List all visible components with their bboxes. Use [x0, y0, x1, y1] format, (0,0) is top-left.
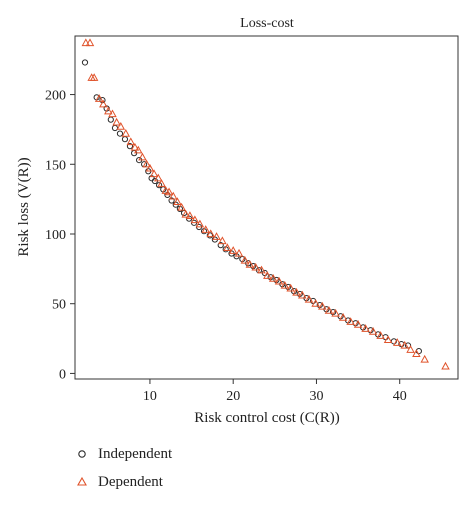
dependent-point: [286, 283, 295, 292]
dependent-point: [142, 159, 151, 168]
independent-point: [155, 182, 163, 189]
dependent-point: [331, 308, 340, 317]
dependent-point: [116, 121, 126, 130]
dependent-point: [169, 191, 178, 200]
x-tick-label: 40: [393, 389, 407, 404]
dependent-point: [324, 306, 334, 314]
independent-point: [126, 143, 134, 150]
x-axis-label: Risk control cost (C(R)): [194, 410, 339, 426]
dependent-point: [130, 142, 140, 151]
dependent-point: [406, 345, 415, 353]
y-axis-label: Risk loss (V(R)): [16, 157, 32, 256]
x-axis: 10 20 30 40: [143, 379, 407, 404]
dependent-point: [218, 236, 227, 245]
dependent-point: [361, 324, 370, 332]
y-axis: 0 50 100 150 200: [45, 89, 75, 382]
dependent-point: [441, 361, 450, 370]
dependent-point: [108, 109, 117, 118]
dependent-point: [280, 280, 290, 289]
dependent-point: [81, 38, 91, 47]
dependent-point: [201, 225, 210, 233]
dependent-point: [195, 219, 205, 228]
dependent-point: [257, 265, 266, 274]
legend-label-dependent: Dependent: [98, 473, 163, 490]
dependent-point: [376, 331, 385, 339]
dependent-point: [263, 271, 272, 279]
y-tick-label: 0: [59, 367, 66, 382]
dependent-point: [223, 243, 232, 252]
x-tick-label: 20: [226, 389, 240, 404]
y-tick-label: 200: [45, 89, 66, 104]
dependent-point: [274, 276, 284, 285]
dependent-point: [245, 260, 255, 268]
independent-point: [107, 116, 114, 123]
independent-point: [116, 130, 124, 137]
dependent-point: [298, 290, 307, 299]
x-tick-label: 30: [309, 389, 323, 404]
dependent-point: [177, 202, 186, 211]
legend: Independent Dependent: [74, 440, 374, 496]
dependent-point: [149, 169, 159, 178]
dependent-point: [304, 294, 314, 303]
dependent-point: [251, 262, 260, 271]
dependent-point: [383, 335, 393, 344]
dependent-point: [185, 211, 195, 219]
dependent-point: [228, 246, 238, 254]
independent-point: [217, 242, 224, 249]
dependent-point: [368, 326, 378, 335]
chart-title: Loss-cost: [240, 16, 294, 31]
dependent-point: [134, 145, 143, 154]
x-tick-label: 10: [143, 389, 157, 404]
dependent-point: [104, 106, 113, 115]
dependent-point: [138, 152, 147, 161]
dependent-point: [311, 299, 320, 307]
triangle-marker-icon: [77, 476, 87, 486]
circle-marker-icon: [78, 450, 86, 458]
dependent-point: [89, 73, 99, 81]
data-points: [81, 38, 450, 370]
dependent-point: [318, 301, 327, 310]
dependent-point: [112, 117, 121, 126]
dependent-point: [392, 338, 402, 346]
dependent-point: [240, 255, 250, 264]
dependent-point: [400, 340, 409, 349]
dependent-point: [161, 186, 170, 194]
dependent-point: [234, 248, 244, 257]
legend-item-dependent: Dependent: [74, 468, 374, 496]
dependent-point: [126, 137, 136, 146]
independent-point: [121, 136, 129, 143]
dependent-point: [212, 232, 221, 240]
y-tick-label: 100: [45, 228, 66, 243]
dependent-point: [420, 354, 429, 363]
legend-label-independent: Independent: [98, 445, 173, 462]
dependent-point: [353, 319, 363, 328]
y-tick-label: 50: [52, 298, 66, 313]
dependent-point: [99, 99, 108, 108]
y-tick-label: 150: [45, 158, 66, 173]
dependent-point: [181, 209, 190, 218]
dependent-point: [157, 179, 166, 187]
independent-point: [81, 59, 89, 66]
dependent-point: [173, 197, 182, 206]
dependent-point: [145, 163, 155, 172]
dependent-point: [85, 38, 95, 47]
dependent-point: [121, 128, 131, 137]
dependent-point: [164, 187, 174, 196]
legend-item-independent: Independent: [74, 440, 374, 468]
dependent-point: [268, 273, 278, 282]
dependent-point: [190, 215, 200, 224]
dependent-point: [206, 229, 215, 238]
dependent-point: [412, 349, 421, 358]
dependent-point: [94, 94, 104, 102]
plot-frame: [74, 35, 459, 380]
independent-point: [168, 197, 175, 204]
dependent-point: [346, 317, 355, 325]
independent-point: [111, 124, 119, 132]
dependent-point: [292, 287, 301, 296]
dependent-point: [338, 313, 348, 321]
dependent-point: [154, 173, 163, 182]
